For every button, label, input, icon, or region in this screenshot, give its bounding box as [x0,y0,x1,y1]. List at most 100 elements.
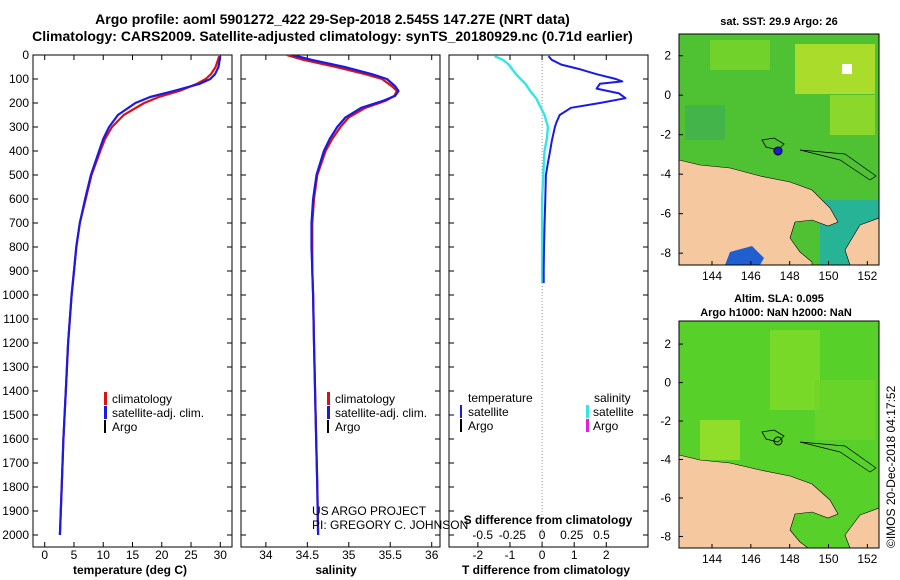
legend-swatch-argo [327,420,329,433]
map-lat-label: -6 [660,207,671,221]
salinity-ticks: 34 34.5 35 35.5 36 [259,55,439,562]
depth-tick-label: 600 [9,192,29,206]
map-lat-label: -4 [660,453,671,467]
land-se [844,217,879,265]
legend-title-salinity: salinity [594,391,631,405]
legend-swatch-t-argo [460,419,462,432]
sla-map-subtitle: Argo h1000: NaN h2000: NaN [700,307,852,319]
sla-map-title: Altim. SLA: 0.095 [734,293,824,305]
depth-tick-label: 1500 [2,408,29,422]
map-lat-label: -4 [660,167,671,181]
depth-tick-label: 2000 [2,528,29,542]
map-lon-label: 146 [741,269,761,283]
s-difference-tick-label: -0.25 [499,528,527,542]
depth-tick-label: 700 [9,216,29,230]
annotation-us-argo: US ARGO PROJECT [312,504,427,518]
t-difference-x-tick-label: -2 [473,548,484,562]
new-ireland [799,441,877,473]
s-difference-label: S difference from climatology [464,513,633,527]
salinity-x-tick-label: 35.5 [379,548,403,562]
temperature-ticks: 0 5 10 15 20 25 30 [41,55,227,562]
legend-swatch-s-argo [586,419,589,432]
t-difference-x-tick-label: -1 [505,548,516,562]
s-difference-tick-label: 0.25 [560,528,584,542]
legend-label-satellite: satellite-adj. clim. [112,406,204,420]
new-guinea-land [679,159,839,265]
temperature-x-tick-label: 10 [97,548,111,562]
series-line-climatology [58,55,221,536]
series-line-satellite-adj-clim- [292,55,400,536]
salinity-legend: climatology satellite-adj. clim. Argo [327,392,427,434]
series-line-temperature-satellite [542,55,627,283]
map-lat-label: -8 [660,529,671,543]
map-lon-label: 152 [857,552,877,566]
new-ireland [799,149,877,181]
map-lon-label: 146 [741,552,761,566]
depth-tick-label: 1800 [2,480,29,494]
depth-tick-label: 200 [9,96,29,110]
sst-warm-patch [710,40,770,70]
land-se [844,507,879,548]
depth-tick-label: 1400 [2,384,29,398]
depth-tick-label: 1100 [3,312,29,326]
temperature-x-tick-label: 0 [41,548,48,562]
temperature-lines [58,55,222,536]
manus-island [761,429,785,443]
legend-swatch-climatology [327,392,330,405]
map-lat-label: -2 [660,128,671,142]
difference-legend: temperature salinity satellite Argo sate… [460,391,634,433]
sla-map-frame [678,320,880,549]
legend-swatch-satellite [327,406,330,419]
depth-tick-label: 1000 [2,288,29,302]
sla-patch-e [815,380,875,440]
map-lat-label: -8 [660,246,671,260]
series-line-salinity-satellite [494,55,550,283]
map-lon-label: 148 [780,552,800,566]
temperature-x-tick-label: 5 [71,548,78,562]
map-lat-label: 2 [664,337,671,351]
sst-cool-patch-w [685,105,725,140]
s-difference-tick-label: -0.5 [472,528,493,542]
sla-map: 2 0 -2 -4 -6 -8 144 146 148 150 152 [660,320,880,566]
argo-location-marker [773,436,783,446]
depth-tick-label: 1900 [2,504,29,518]
difference-lines [494,55,627,547]
depth-axis-ticks: 0 100 200 300 400 500 600 700 800 900 1000 1100 1200… [2,48,648,542]
salinity-frame [240,54,441,548]
map-lat-label: 0 [664,88,671,102]
temperature-x-tick-label: 30 [214,548,228,562]
depth-tick-label: 0 [22,48,29,62]
map-lon-label: 144 [702,552,722,566]
temperature-xlabel: temperature (deg C) [73,563,187,577]
legend-label-t-satellite: satellite [468,405,509,419]
argo-location-marker [773,146,783,156]
sst-warm-patch-e [830,95,875,135]
map-lat-label: 2 [664,49,671,63]
depth-tick-label: 1200 [2,336,29,350]
temperature-x-tick-label: 15 [126,548,140,562]
new-guinea-land [679,454,839,548]
sst-map-frame [678,33,880,266]
legend-label-argo: Argo [335,420,361,434]
sla-map-ticks: 2 0 -2 -4 -6 -8 144 146 148 150 152 [660,337,877,566]
legend-label-climatology: climatology [335,392,395,406]
s-difference-tick-label: 0.5 [593,528,610,542]
map-lat-label: -2 [660,414,671,428]
salinity-panel: 34 34.5 35 35.5 36 salinity climatology sate… [240,54,468,577]
legend-swatch-argo [104,420,106,433]
salinity-x-tick-label: 35 [342,548,356,562]
annotation-pi: PI: GREGORY C. JOHNSON [312,518,468,532]
series-line-satellite-adj-clim- [58,56,222,536]
temperature-x-tick-label: 25 [184,548,198,562]
map-lat-label: 0 [664,376,671,390]
difference-ticks: -2 -1 0 1 2-0.5 -0.25 0 0.25 0.5 [472,55,610,562]
difference-frame [448,54,649,548]
depth-tick-label: 400 [9,144,29,158]
legend-title-temperature: temperature [468,391,533,405]
depth-tick-label: 1300 [2,360,29,374]
t-difference-x-tick-label: 1 [571,548,578,562]
salinity-x-tick-label: 34.5 [296,548,320,562]
depth-tick-label: 500 [9,168,29,182]
t-difference-xlabel: T difference from climatology [462,563,630,577]
t-difference-x-tick-label: 0 [539,548,546,562]
